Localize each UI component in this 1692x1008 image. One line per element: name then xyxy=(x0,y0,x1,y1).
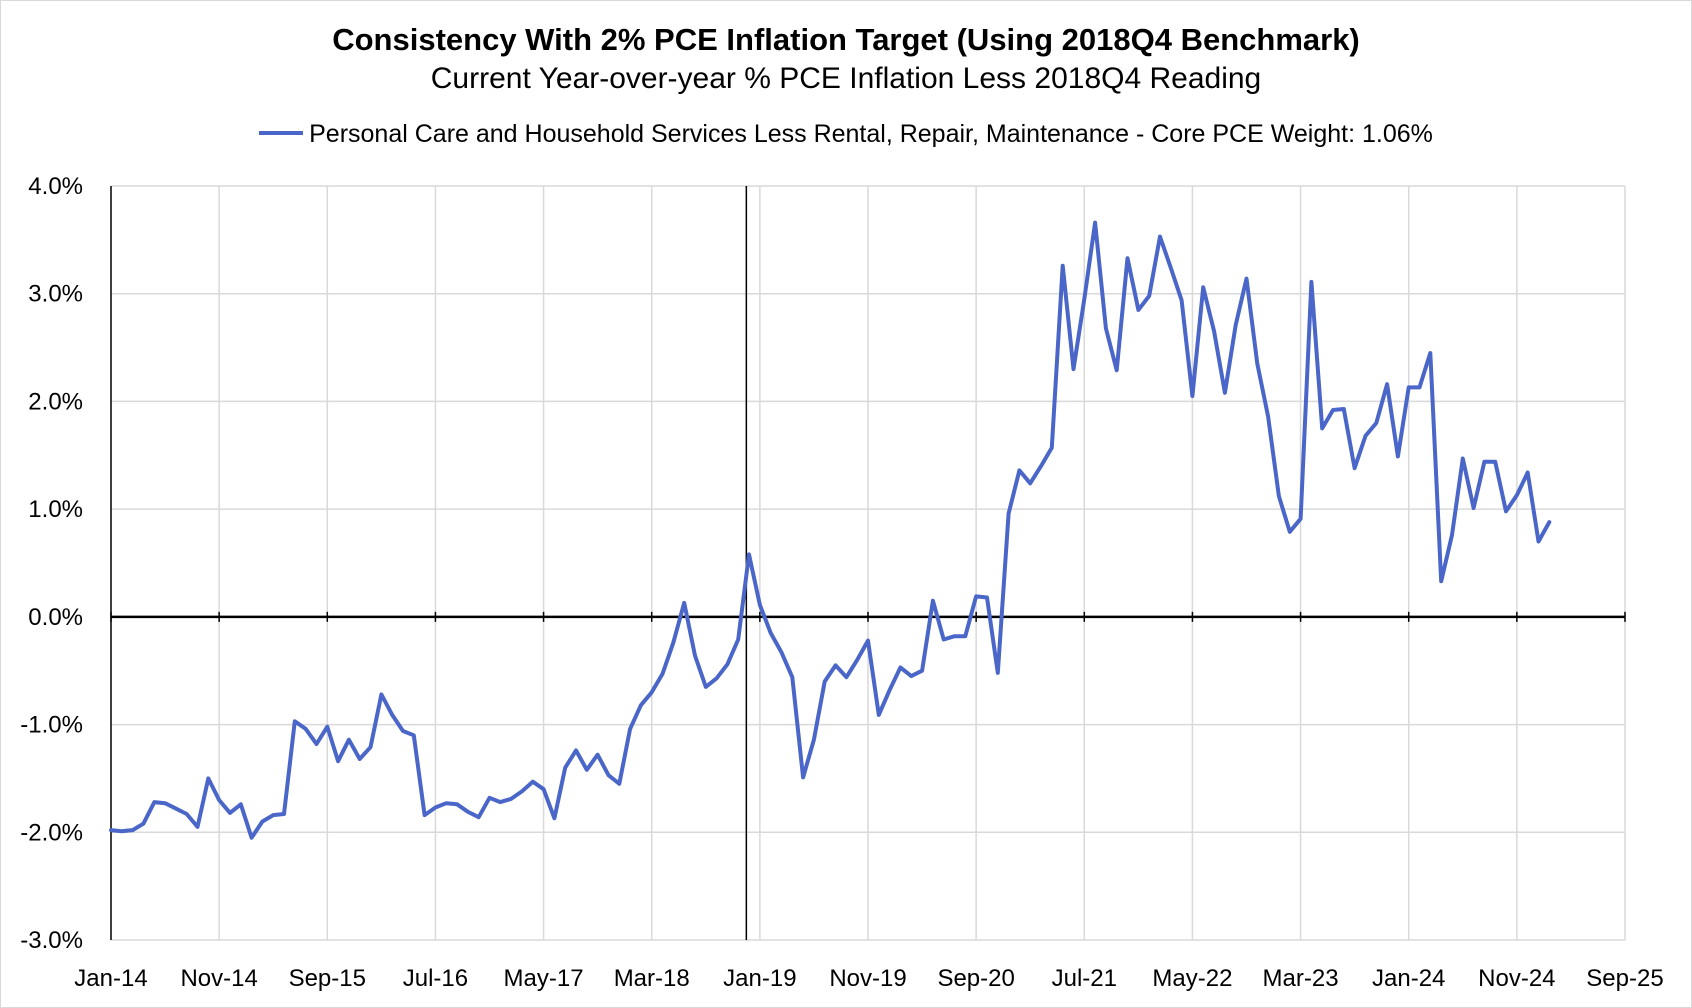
y-tick-label: -1.0% xyxy=(20,712,83,739)
x-tick-label: Jan-14 xyxy=(74,965,147,992)
y-tick-label: 4.0% xyxy=(28,173,83,200)
x-tick-label: Sep-15 xyxy=(289,965,366,992)
x-tick-label: Mar-23 xyxy=(1263,965,1339,992)
x-tick-label: May-22 xyxy=(1152,965,1232,992)
chart-title: Consistency With 2% PCE Inflation Target… xyxy=(332,22,1360,57)
horizontal-gridlines xyxy=(111,185,1625,941)
series-line xyxy=(109,220,1552,840)
x-tick-label: Sep-20 xyxy=(937,965,1014,992)
y-tick-label: -2.0% xyxy=(20,819,83,846)
chart-subtitle: Current Year-over-year % PCE Inflation L… xyxy=(430,62,1262,95)
x-tick-label: May-17 xyxy=(504,965,584,992)
x-tick-label: Jul-21 xyxy=(1052,965,1117,992)
x-tick-label: Nov-24 xyxy=(1478,965,1555,992)
y-tick-label: 2.0% xyxy=(28,388,83,415)
y-tick-label: 3.0% xyxy=(28,281,83,308)
y-tick-labels: 4.0% 3.0% 2.0% 1.0% 0.0% -1.0% -2.0% -3.0% xyxy=(20,173,83,954)
x-tick-label: Nov-19 xyxy=(829,965,906,992)
x-tick-labels: Jan-14 Nov-14 Sep-15 Jul-16 May-17 Mar-18 Jan-… xyxy=(74,965,1663,992)
vertical-gridlines xyxy=(218,186,1626,940)
x-tick-label: Jan-19 xyxy=(723,965,796,992)
x-tick-label: Jul-16 xyxy=(403,965,468,992)
legend-label: Personal Care and Household Services Les… xyxy=(309,120,1433,148)
x-tick-label: Sep-25 xyxy=(1586,965,1663,992)
series-layer xyxy=(109,220,1552,840)
y-tick-label: 0.0% xyxy=(28,604,83,631)
legend-swatch xyxy=(259,131,304,136)
x-tick-label: Nov-14 xyxy=(180,965,257,992)
y-tick-label: 1.0% xyxy=(28,496,83,523)
x-tick-label: Jan-24 xyxy=(1372,965,1445,992)
legend: Personal Care and Household Services Les… xyxy=(0,120,1692,149)
x-tick-label: Mar-18 xyxy=(614,965,690,992)
y-tick-label: -3.0% xyxy=(20,927,83,954)
